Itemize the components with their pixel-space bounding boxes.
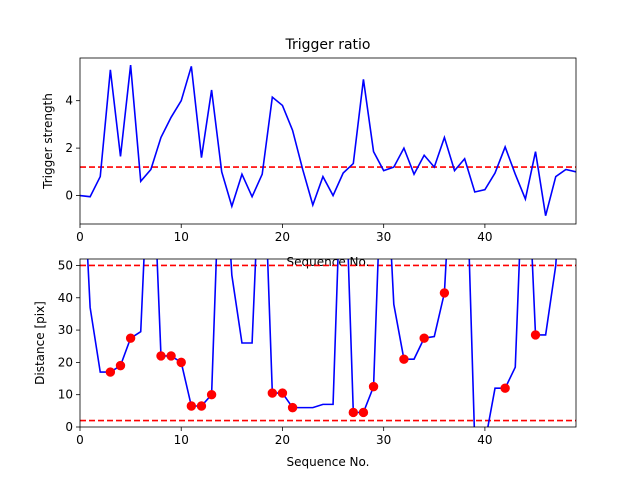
bottom-y-axis-label: Distance [pix] (33, 301, 47, 385)
distance-marker-point (358, 407, 369, 418)
distance-marker-point (530, 330, 541, 340)
distance-marker-point (500, 383, 510, 393)
x-tick-label: 20 (275, 230, 290, 244)
distance-marker-point (368, 381, 379, 392)
y-tick-label: 10 (58, 388, 73, 402)
trigger-ratio-panel: Trigger ratio 0 10 20 30 40 0 2 4 Sequence No.… (41, 37, 577, 269)
x-tick-label: 30 (376, 230, 391, 244)
bottom-axes-frame (79, 258, 577, 428)
x-tick-label: 20 (275, 433, 290, 447)
y-tick-label: 50 (58, 258, 73, 272)
distance-marker-point (267, 388, 278, 398)
distance-marker-point (206, 389, 217, 400)
trigger-strength-series (80, 65, 576, 216)
top-y-ticks: 0 2 4 (65, 94, 80, 203)
chart-title: Trigger ratio (284, 37, 370, 53)
bottom-x-ticks: 0 10 20 30 40 (76, 427, 493, 447)
distance-marker-point (105, 367, 116, 377)
distance-marker-point (196, 401, 207, 411)
y-tick-label: 20 (58, 355, 73, 369)
x-tick-label: 10 (174, 433, 189, 447)
top-y-axis-label: Trigger strength (41, 93, 55, 190)
x-tick-label: 0 (76, 433, 84, 447)
bottom-x-axis-label: Sequence No. (287, 455, 370, 469)
distance-marker-point (115, 360, 126, 371)
y-tick-label: 40 (58, 291, 73, 305)
y-tick-label: 30 (58, 323, 73, 337)
x-tick-label: 40 (477, 433, 492, 447)
distance-marker-point (176, 357, 186, 368)
top-x-axis-label: Sequence No. (287, 255, 370, 269)
distance-marker-point (166, 351, 176, 361)
distance-marker-point (419, 333, 429, 343)
distance-marker-point (277, 388, 288, 398)
y-tick-label: 4 (65, 94, 73, 108)
distance-marker-point (348, 407, 359, 418)
y-tick-label: 0 (65, 420, 73, 434)
distance-marker-point (156, 351, 166, 361)
distance-marker-point (439, 288, 450, 298)
top-x-ticks: 0 10 20 30 40 (76, 224, 493, 244)
x-tick-label: 0 (76, 230, 84, 244)
distance-marker-point (186, 401, 197, 411)
bottom-plot-area (80, 259, 576, 427)
x-tick-label: 30 (376, 433, 391, 447)
top-axes-frame (79, 57, 577, 225)
distance-marker-point (399, 354, 409, 364)
y-tick-label: 2 (65, 141, 73, 155)
distance-marker-point (125, 333, 136, 343)
x-tick-label: 40 (477, 230, 492, 244)
top-plot-area (80, 65, 576, 216)
distance-markers (105, 288, 541, 418)
x-tick-label: 10 (174, 230, 189, 244)
distance-panel: 0 10 20 30 40 0 10 20 30 40 50 Sequence No. Dista… (33, 258, 577, 469)
bottom-y-ticks: 0 10 20 30 40 50 (58, 258, 80, 434)
distance-marker-point (287, 402, 298, 413)
y-tick-label: 0 (65, 189, 73, 203)
